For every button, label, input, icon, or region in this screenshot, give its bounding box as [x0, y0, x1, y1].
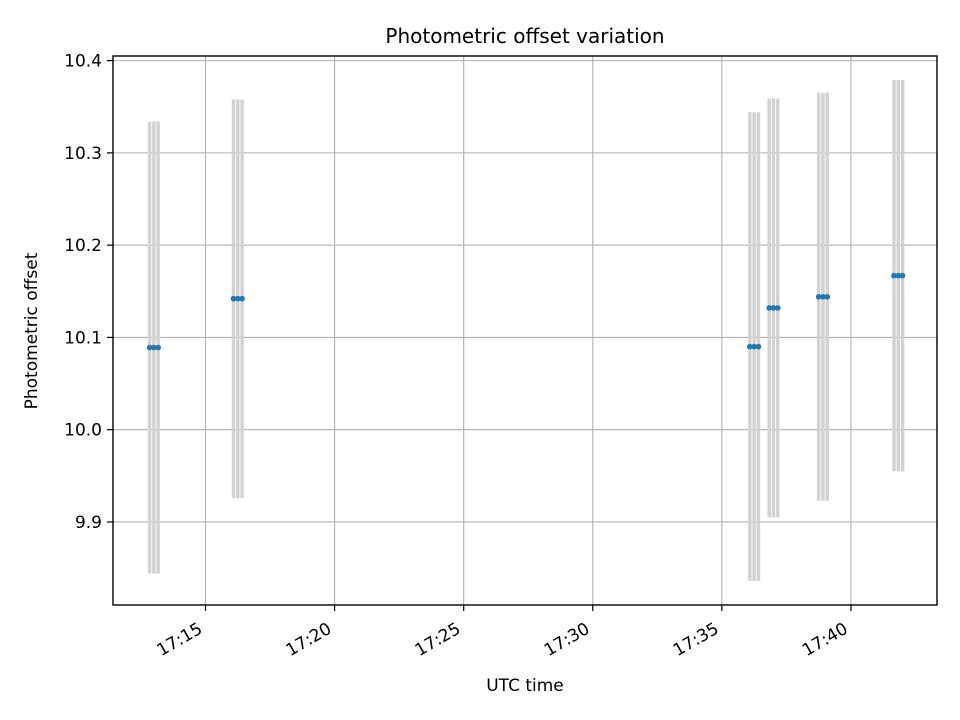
data-point: [815, 294, 822, 300]
y-tick-label: 10.0: [64, 421, 102, 441]
y-tick-label: 10.1: [64, 328, 102, 348]
data-point: [151, 344, 157, 351]
y-axis-ticks: 9.9 10.0 10.1 10.2 10.3 10.4: [64, 52, 113, 533]
y-tick-label: 9.9: [75, 513, 102, 533]
grid-lines: [113, 56, 937, 605]
data-point: [774, 305, 781, 311]
data-point: [899, 272, 906, 279]
data-point: [891, 272, 897, 279]
data-point: [895, 272, 902, 279]
data-point: [766, 305, 772, 311]
data-point: [239, 295, 245, 302]
data-point: [230, 295, 237, 302]
chart-title: Photometric offset variation: [385, 24, 664, 48]
data-point: [824, 294, 831, 300]
data-point: [234, 295, 241, 302]
plot-frame: [112, 55, 938, 606]
data-point: [770, 305, 777, 311]
data-point: [747, 343, 753, 350]
y-tick-label: 10.4: [64, 52, 102, 72]
y-tick-label: 10.2: [64, 236, 102, 256]
data-points: [146, 272, 906, 351]
data-point: [155, 344, 161, 351]
data-point: [820, 294, 826, 300]
data-point: [755, 343, 762, 350]
x-axis-label: UTC time: [486, 676, 564, 696]
y-tick-label: 10.3: [64, 144, 102, 164]
data-point: [751, 343, 757, 350]
data-point: [146, 344, 153, 351]
y-axis-label: Photometric offset: [22, 252, 42, 409]
